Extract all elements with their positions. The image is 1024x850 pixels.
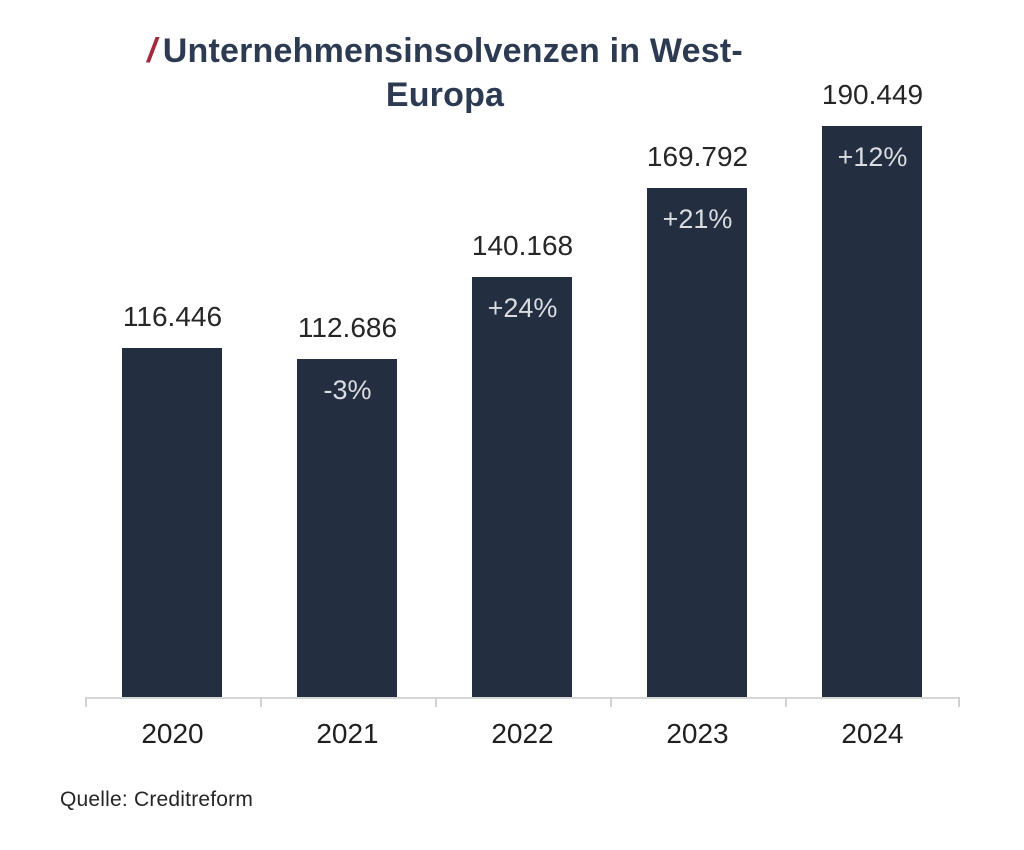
bar-value-label-2023: 169.792	[646, 141, 749, 172]
x-axis-line	[85, 697, 960, 699]
source-note: Quelle: Creditreform	[60, 788, 254, 811]
bar-percent-label-2023: +21%	[662, 204, 733, 234]
bar-group-2022: 140.168 +24% 2022	[435, 115, 610, 750]
x-axis-label-2021: 2021	[316, 718, 379, 749]
bar-2022	[472, 277, 572, 697]
bar-percent-label-2024: +12%	[837, 142, 908, 172]
bar-2023	[647, 188, 747, 697]
chart-title: / Unternehmensinsolvenzen in West- Europa	[55, 30, 835, 117]
x-axis-tick	[610, 697, 612, 707]
title-slash-accent: /	[147, 32, 157, 70]
bar-group-2023: 169.792 +21% 2023	[610, 115, 785, 750]
bar-2020	[122, 348, 222, 697]
bar-group-2021: 112.686 -3% 2021	[260, 115, 435, 749]
chart-title-line1: Unternehmensinsolvenzen in West-	[162, 32, 743, 70]
bar-group-2020: 116.446 2020	[85, 115, 260, 749]
x-axis-label-2020: 2020	[141, 718, 204, 749]
x-axis-tick	[435, 697, 437, 707]
x-axis-label-2022: 2022	[491, 718, 554, 749]
x-axis-tick	[785, 697, 787, 707]
x-axis-tick	[85, 697, 87, 707]
bar-group-2024: 190.449 +12% 2024	[785, 80, 960, 750]
bar-2024	[822, 126, 922, 697]
bar-chart-plot-area: 116.446 2020 112.686 -3% 2021 140.168 +24% 2022…	[85, 80, 960, 750]
bar-percent-label-2021: -3%	[323, 375, 372, 405]
bar-value-label-2020: 116.446	[122, 301, 223, 332]
chart-title-line2: Europa	[385, 75, 505, 114]
x-axis-label-2023: 2023	[666, 718, 729, 749]
x-axis-tick	[260, 697, 262, 707]
x-axis-label-2024: 2024	[841, 718, 904, 749]
bar-value-label-2021: 112.686	[297, 312, 398, 343]
x-axis-tick	[958, 697, 960, 707]
bar-value-label-2024: 190.449	[821, 79, 924, 110]
bar-percent-label-2022: +24%	[487, 293, 558, 323]
bar-2021	[297, 359, 397, 697]
bar-value-label-2022: 140.168	[471, 230, 574, 261]
